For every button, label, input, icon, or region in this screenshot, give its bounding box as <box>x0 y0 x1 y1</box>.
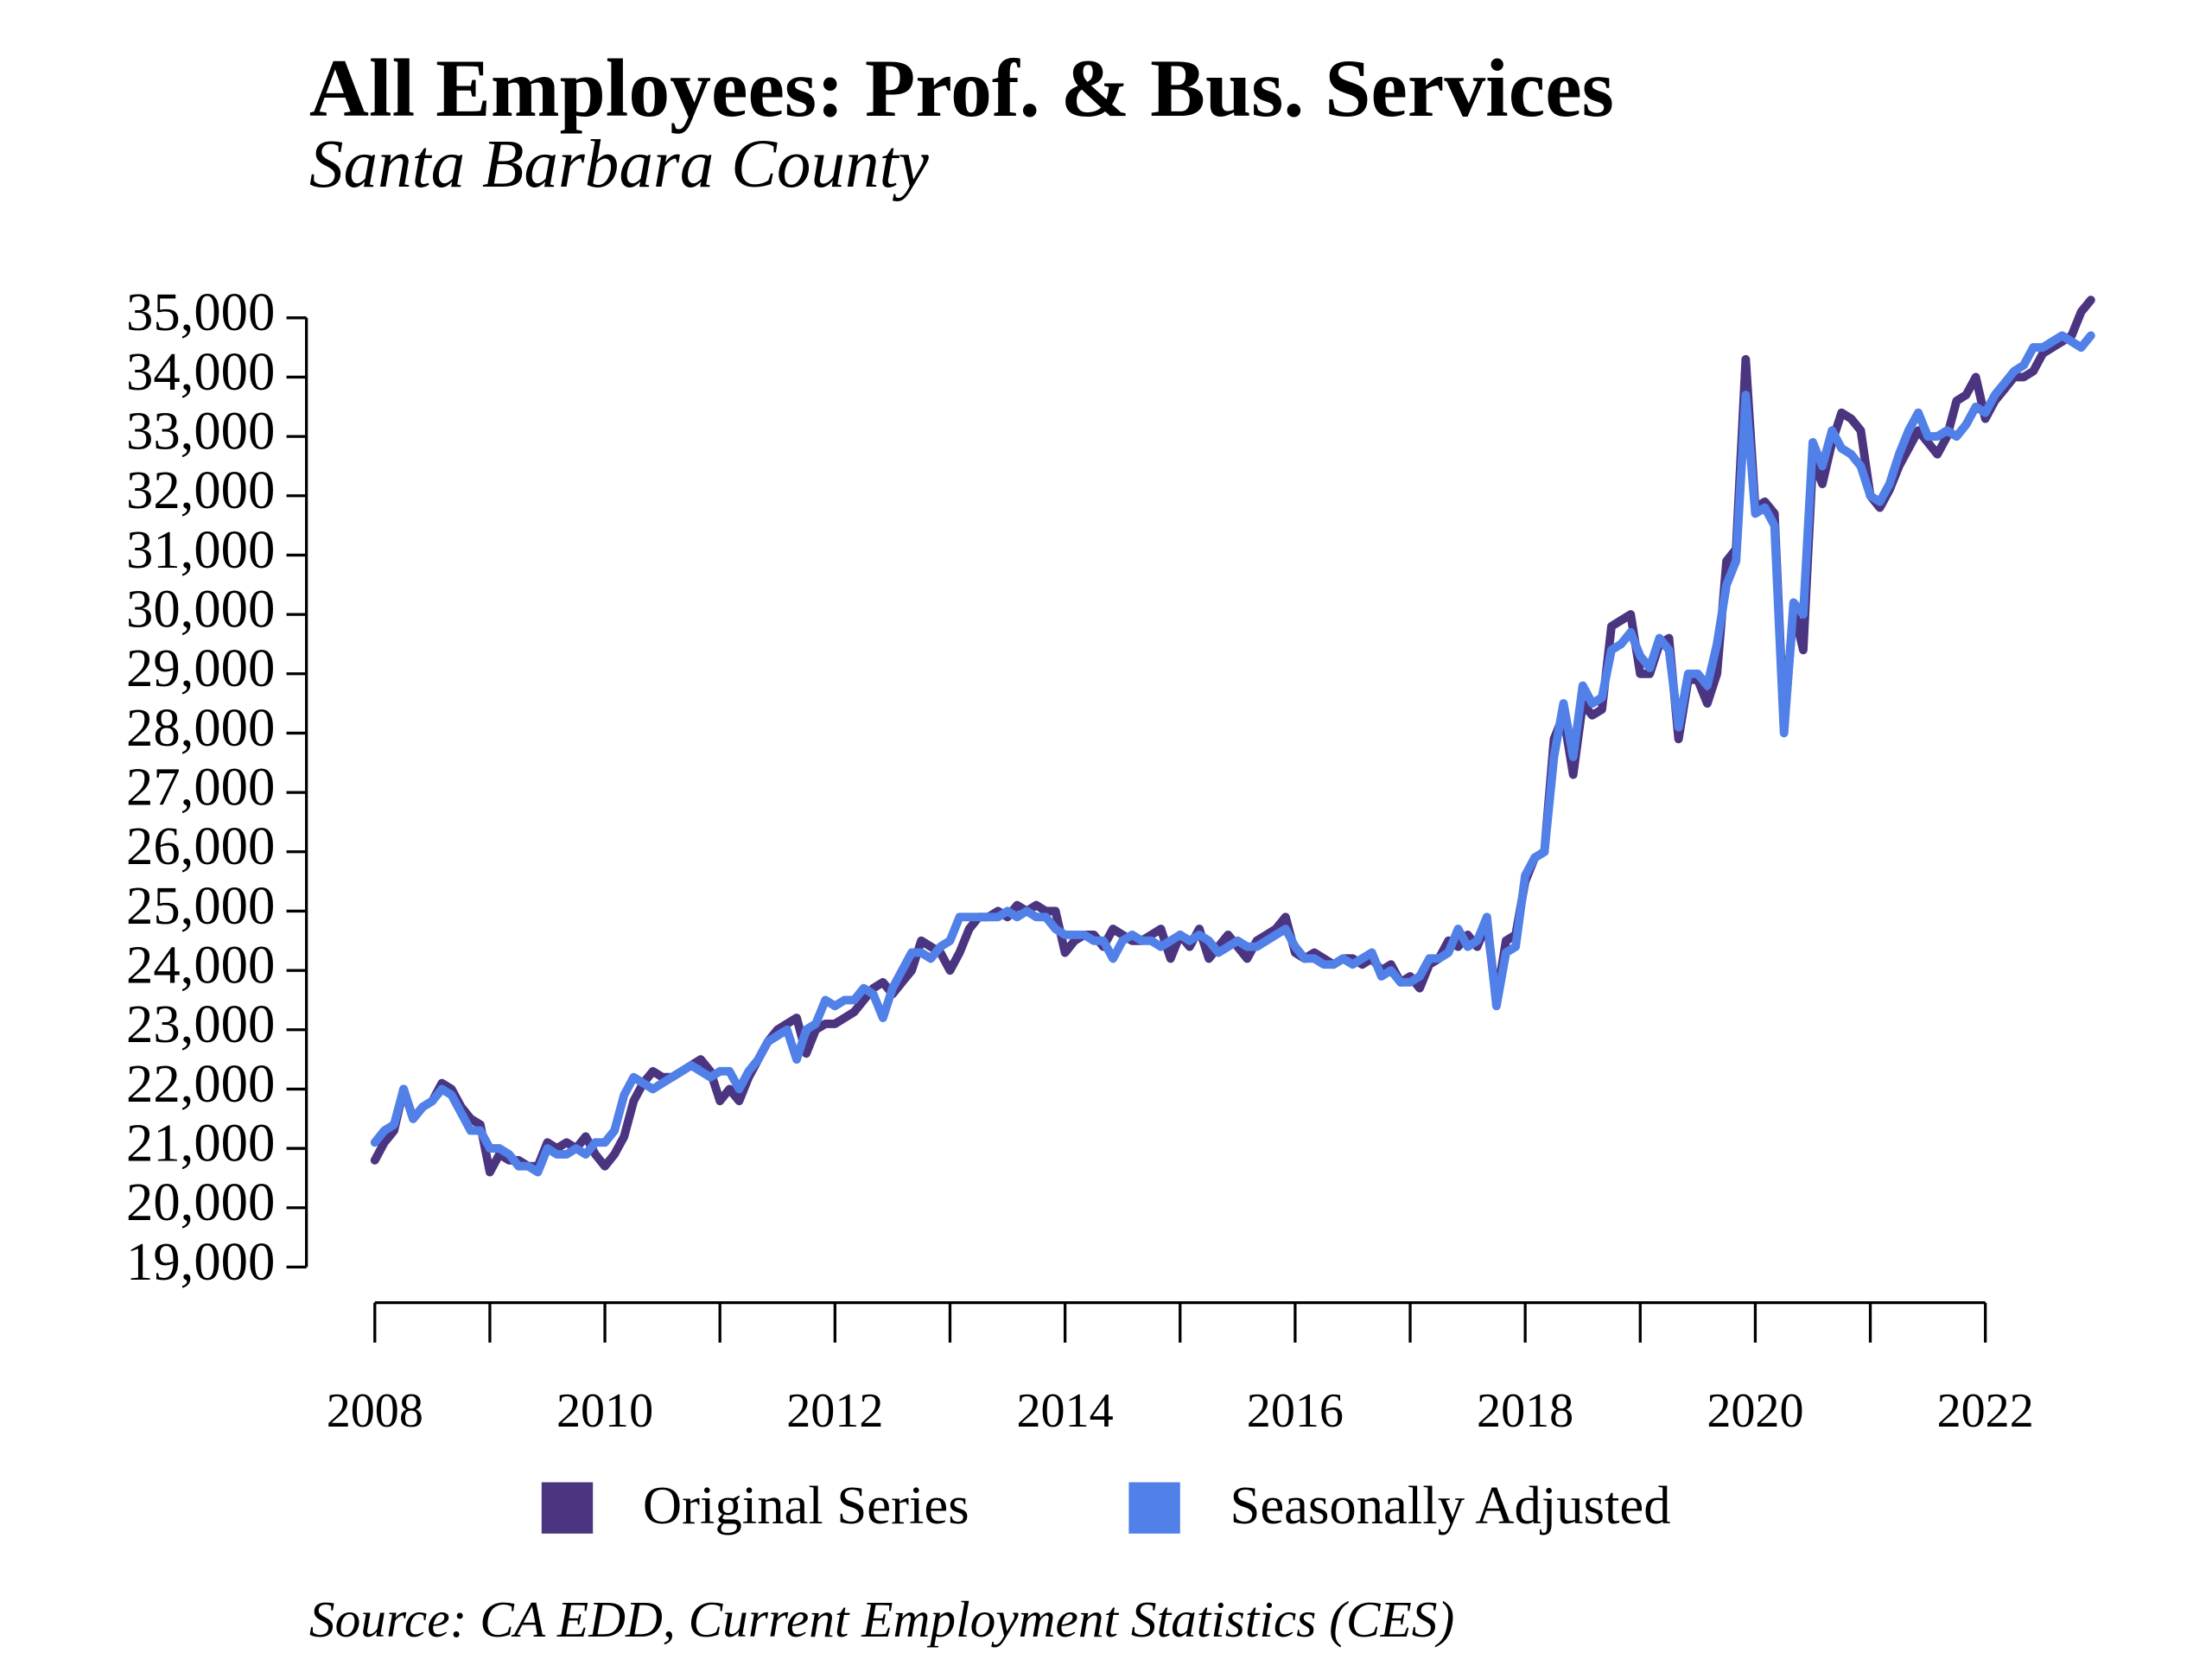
chart-title: All Employees: Prof. & Bus. Services <box>309 42 1614 134</box>
x-tick-label: 2012 <box>786 1384 883 1438</box>
y-tick-label: 28,000 <box>126 697 275 758</box>
y-tick-label: 20,000 <box>126 1172 275 1232</box>
legend-swatch <box>1128 1482 1180 1534</box>
y-tick-label: 30,000 <box>126 579 275 639</box>
y-tick-label: 27,000 <box>126 756 275 817</box>
y-tick-label: 33,000 <box>126 401 275 461</box>
y-tick-label: 23,000 <box>126 994 275 1054</box>
y-tick-label: 26,000 <box>126 816 275 876</box>
x-tick-label: 2010 <box>556 1384 653 1438</box>
source-note: Source: CA EDD, Current Employment Stati… <box>309 1591 1454 1648</box>
y-tick-label: 32,000 <box>126 460 275 520</box>
y-tick-label: 19,000 <box>126 1231 275 1292</box>
legend-label: Original Series <box>643 1475 969 1535</box>
x-tick-label: 2016 <box>1247 1384 1344 1438</box>
x-tick-label: 2020 <box>1707 1384 1803 1438</box>
x-tick-label: 2014 <box>1017 1384 1114 1438</box>
legend-label: Seasonally Adjusted <box>1230 1475 1671 1535</box>
y-tick-label: 24,000 <box>126 934 275 995</box>
y-tick-label: 25,000 <box>126 875 275 936</box>
y-tick-label: 29,000 <box>126 638 275 698</box>
y-tick-label: 35,000 <box>126 282 275 342</box>
legend-swatch <box>541 1482 594 1534</box>
data-line <box>370 331 2095 1177</box>
y-tick-label: 34,000 <box>126 341 275 402</box>
x-tick-label: 2018 <box>1477 1384 1573 1438</box>
y-tick-label: 22,000 <box>126 1053 275 1114</box>
y-tick-label: 21,000 <box>126 1112 275 1173</box>
chart-subtitle: Santa Barbara County <box>309 126 930 202</box>
x-tick-label: 2008 <box>327 1384 423 1438</box>
y-tick-label: 31,000 <box>126 519 275 580</box>
x-tick-label: 2022 <box>1937 1384 2034 1438</box>
